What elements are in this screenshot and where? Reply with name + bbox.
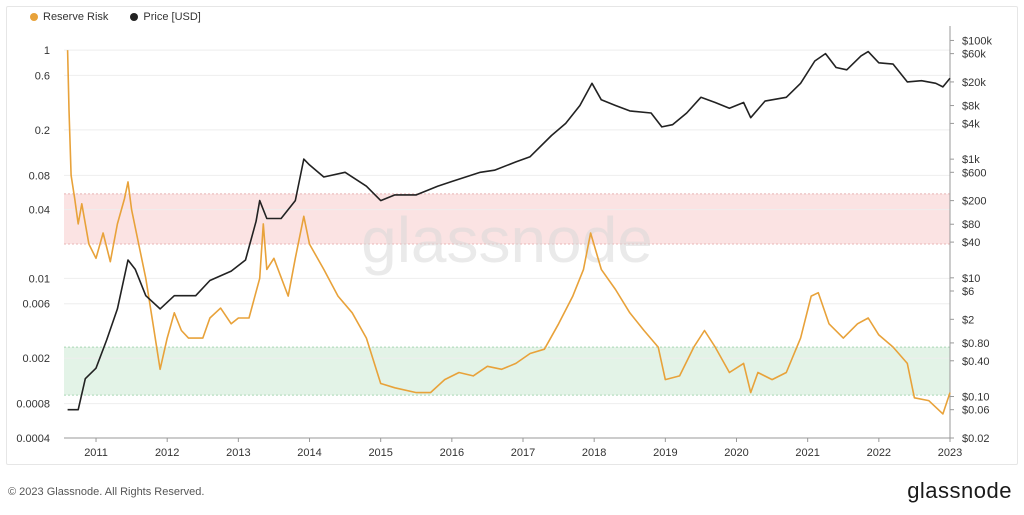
reserve-risk-line (66, 50, 951, 415)
chart: glassnode 1 0.6 0.2 0.08 0.04 0.01 0.006 0.002 0.… (16, 26, 992, 459)
y-right-tick-label: $0.06 (962, 405, 990, 417)
x-tick-label: 2020 (724, 447, 748, 459)
legend-item-price[interactable]: Price [USD] (130, 11, 201, 23)
y-left-tick-label: 0.0008 (16, 399, 50, 411)
glassnode-logo: glassnode (907, 478, 1012, 503)
y-right-tick-label: $2 (962, 314, 974, 326)
y-right-tick-label: $8k (962, 101, 980, 113)
y-right-tick-label: $20k (962, 77, 986, 89)
legend: Reserve Risk Price [USD] (30, 11, 201, 23)
copyright-text: © 2023 Glassnode. All Rights Reserved. (8, 486, 205, 498)
x-tick-label: 2011 (84, 447, 108, 459)
y-right-tick-label: $40 (962, 237, 980, 249)
x-tick-label: 2012 (155, 447, 179, 459)
y-right-tick-label: $0.02 (962, 433, 990, 445)
y-right-tick-label: $6 (962, 286, 974, 298)
y-right-tick-label: $10 (962, 273, 980, 285)
y-right-tick-label: $600 (962, 167, 986, 179)
y-right-tick-label: $80 (962, 219, 980, 231)
x-tick-label: 2021 (795, 447, 819, 459)
x-tick-label: 2018 (582, 447, 606, 459)
x-tick-label: 2015 (368, 447, 392, 459)
legend-item-reserve-risk[interactable]: Reserve Risk (30, 11, 108, 23)
y-right-tick-label: $200 (962, 196, 986, 208)
x-tick-label: 2016 (440, 447, 464, 459)
y-left-tick-label: 0.002 (22, 353, 50, 365)
x-tick-label: 2022 (867, 447, 891, 459)
y-right-tick-label: $4k (962, 118, 980, 130)
x-tick-label: 2019 (653, 447, 677, 459)
y-left-tick-label: 0.2 (35, 125, 50, 137)
x-tick-label: 2017 (511, 447, 535, 459)
watermark: glassnode (361, 204, 653, 276)
y-left-tick-label: 0.0004 (16, 433, 50, 445)
y-right-tick-label: $100k (962, 35, 992, 47)
y-left-tick-label: 0.006 (22, 299, 50, 311)
y-right-tick-label: $0.80 (962, 338, 990, 350)
x-tick-label: 2013 (226, 447, 250, 459)
price-line (67, 50, 951, 411)
y-left-tick-label: 0.08 (29, 170, 50, 182)
high-risk-band (64, 193, 950, 245)
reserve-risk-dot-icon (30, 13, 38, 21)
y-left-tick-label: 0.6 (35, 70, 50, 82)
x-tick-label: 2023 (938, 447, 962, 459)
y-right-tick-label: $60k (962, 49, 986, 61)
legend-label-price: Price [USD] (143, 11, 201, 23)
y-right-tick-label: $0.40 (962, 356, 990, 368)
low-risk-band (64, 347, 950, 396)
y-left-tick-label: 1 (44, 45, 50, 57)
y-right-tick-label: $1k (962, 154, 980, 166)
x-tick-label: 2014 (297, 447, 321, 459)
price-dot-icon (130, 13, 139, 21)
y-right-tick-label: $0.10 (962, 392, 990, 404)
y-left-tick-label: 0.04 (29, 205, 50, 217)
chart-frame (6, 6, 1018, 465)
y-left-tick-label: 0.01 (29, 273, 50, 285)
legend-label-reserve-risk: Reserve Risk (43, 11, 109, 23)
